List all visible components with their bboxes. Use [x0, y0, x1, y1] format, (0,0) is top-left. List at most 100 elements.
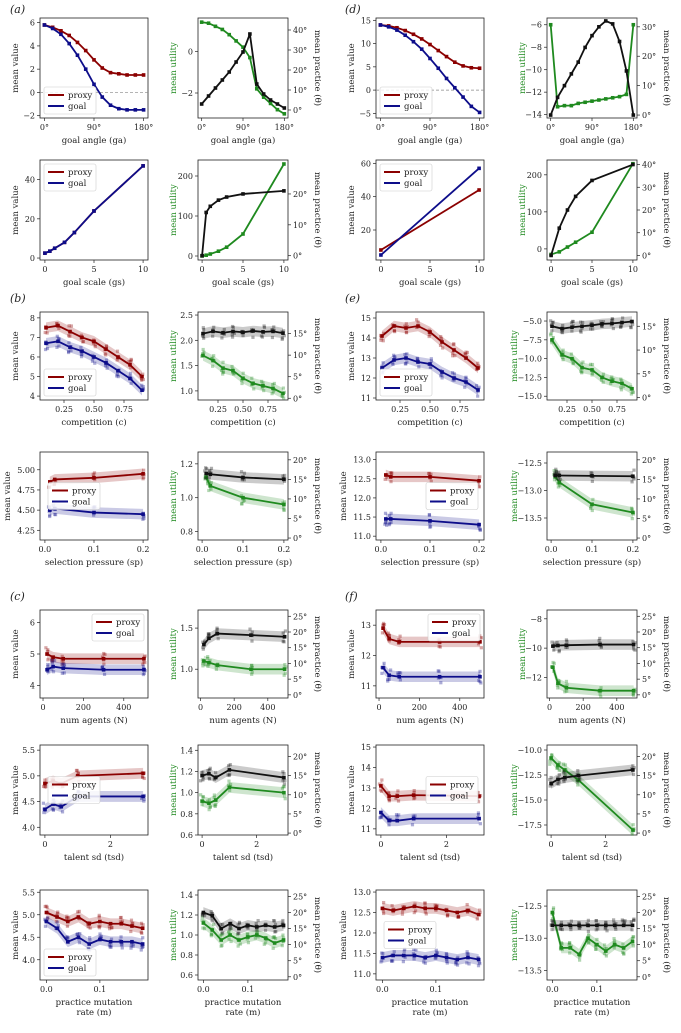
y2-tick-label: 20°: [642, 52, 656, 61]
replicate-proxy: [61, 662, 66, 666]
replicate-proxy: [115, 349, 120, 353]
y-tick-label: 0: [188, 47, 193, 56]
y2-axis-label: mean practice (θ): [312, 897, 323, 973]
replicate-goal: [115, 374, 119, 378]
replicate-proxy: [476, 363, 480, 368]
replicate-proxy: [477, 484, 481, 488]
replicate-proxy: [446, 912, 450, 917]
point-proxy: [68, 329, 72, 334]
panel-label: (b): [10, 292, 26, 305]
point-practice: [282, 775, 286, 780]
replicate-utility: [561, 358, 565, 362]
point-goal: [100, 95, 105, 99]
replicate-practice: [581, 320, 585, 325]
point-practice: [590, 33, 594, 38]
x-tick-label: 0: [549, 265, 554, 274]
x-tick-label: 180°: [470, 123, 489, 132]
point-utility: [621, 946, 626, 950]
point-goal: [80, 349, 84, 353]
replicate-practice: [622, 920, 626, 924]
replicate-proxy: [129, 366, 133, 370]
x-tick-label: 180°: [134, 123, 153, 132]
replicate-practice: [242, 471, 247, 475]
replicate-utility: [551, 907, 556, 912]
y-tick-label: 11: [361, 825, 371, 834]
point-utility: [617, 94, 622, 99]
replicate-practice: [209, 910, 213, 914]
replicate-utility: [245, 937, 249, 941]
y2-tick-label: 30°: [293, 46, 307, 55]
legend-label-proxy: proxy: [404, 168, 428, 178]
replicate-utility: [555, 766, 559, 770]
point-goal: [42, 23, 47, 27]
x-tick-label: 2: [108, 840, 113, 849]
replicate-utility: [208, 805, 212, 809]
replicate-utility: [206, 655, 210, 659]
point-goal: [403, 33, 408, 38]
y-tick-label: −12.5: [517, 902, 542, 911]
replicate-goal: [379, 815, 383, 819]
point-utility: [282, 502, 286, 507]
y2-axis-label: mean practice (θ): [312, 616, 323, 692]
replicate-goal: [108, 945, 112, 949]
replicate-proxy: [380, 631, 385, 635]
x-axis-label-line: practice mutation: [554, 998, 631, 1008]
y-tick-label: 1.0: [180, 494, 193, 503]
replicate-goal: [141, 514, 146, 518]
point-goal: [437, 674, 442, 679]
point-goal: [98, 937, 102, 942]
x-tick-label: 0.0: [376, 985, 389, 994]
point-utility: [272, 941, 277, 945]
replicate-practice: [231, 325, 235, 330]
y-tick-label: 15: [361, 314, 371, 323]
point-proxy: [392, 324, 396, 328]
replicate-utility: [208, 659, 212, 663]
legend-box: [43, 163, 97, 192]
replicate-utility: [283, 671, 287, 675]
replicate-goal: [396, 673, 400, 677]
point-goal: [428, 362, 432, 366]
replicate-goal: [141, 936, 145, 940]
replicate-practice: [262, 324, 266, 328]
subplot-f_agents_utility: 0 200 400−12−10−80°5°10°15°20°25°num agent…: [518, 609, 672, 726]
panel-label: (c): [10, 590, 25, 603]
point-practice: [562, 775, 567, 780]
point-goal: [87, 942, 91, 946]
replicate-practice: [548, 784, 552, 788]
replicate-practice: [631, 772, 636, 777]
replicate-practice: [270, 335, 275, 340]
replicate-goal: [429, 365, 433, 369]
replicate-practice: [565, 639, 569, 643]
replicate-goal: [391, 362, 395, 366]
replicate-proxy: [387, 633, 391, 637]
x-axis-label-line: practice mutation: [56, 998, 133, 1008]
point-proxy: [142, 656, 146, 661]
x-axis-label: talent sd (tsd): [64, 852, 124, 863]
point-utility: [573, 240, 578, 245]
replicate-utility: [209, 932, 213, 937]
point-goal: [464, 380, 468, 384]
replicate-utility: [622, 952, 626, 956]
point-utility: [215, 663, 220, 667]
replicate-proxy: [387, 797, 391, 801]
replicate-practice: [610, 317, 614, 321]
replicate-goal: [454, 962, 458, 966]
point-practice: [241, 192, 245, 196]
y2-tick-label: 10°: [293, 659, 307, 668]
legend-box: [91, 613, 145, 642]
replicate-utility: [214, 667, 219, 671]
replicate-practice: [202, 914, 207, 918]
y2-tick-label: 10°: [293, 351, 307, 360]
y2-tick-label: 0°: [642, 111, 651, 120]
replicate-goal: [476, 811, 481, 815]
point-goal: [92, 82, 96, 87]
replicate-goal: [141, 945, 145, 949]
replicate-practice: [590, 479, 594, 483]
replicate-utility: [590, 508, 594, 513]
replicate-goal: [392, 353, 396, 357]
replicate-utility: [604, 946, 609, 951]
y2-tick-label: 10°: [293, 941, 307, 950]
replicate-practice: [578, 926, 582, 930]
replicate-practice: [550, 320, 554, 325]
